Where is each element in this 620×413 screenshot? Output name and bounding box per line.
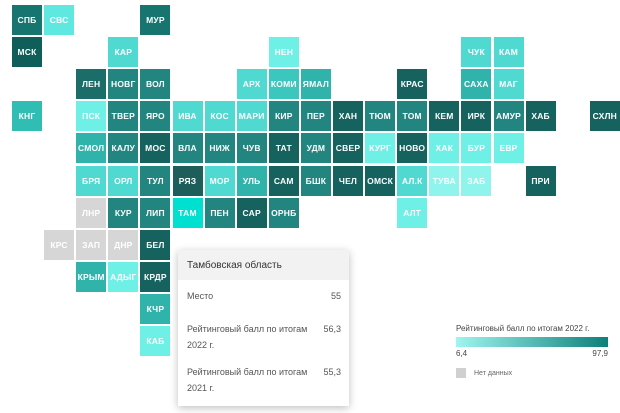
region-tile-32[interactable]: ХАБ: [525, 101, 556, 132]
region-tile-20[interactable]: ЯРО: [140, 101, 171, 132]
region-tile-64[interactable]: ЛИП: [140, 197, 171, 228]
region-tile-0[interactable]: СПБ: [12, 5, 42, 35]
region-tile-60[interactable]: ЗАБ: [461, 165, 492, 196]
region-tile-27[interactable]: ТЮМ: [365, 101, 396, 132]
region-tile-62[interactable]: ЛНР: [76, 197, 107, 228]
region-tile-41[interactable]: УДМ: [300, 133, 331, 164]
legend-no-data: Нет данных: [456, 368, 512, 378]
legend-min-value: 6,4: [456, 349, 468, 358]
region-tile-1[interactable]: СВС: [44, 5, 75, 35]
region-tile-30[interactable]: ИРК: [461, 101, 492, 132]
region-tile-51[interactable]: РЯЗ: [172, 165, 203, 196]
region-tile-31[interactable]: АМУР: [493, 101, 524, 132]
region-tile-56[interactable]: ЧЕЛ: [333, 165, 363, 196]
region-tile-40[interactable]: ТАТ: [268, 133, 299, 164]
legend-max-value: 97,9: [592, 349, 608, 358]
region-tile-23[interactable]: МАРИ: [236, 101, 267, 132]
region-tile-66[interactable]: ПЕН: [204, 197, 235, 228]
region-tile-74[interactable]: КРЫМ: [76, 261, 107, 292]
region-tile-22[interactable]: КОС: [204, 101, 235, 132]
region-tile-11[interactable]: АРХ: [236, 69, 267, 100]
region-tile-43[interactable]: КУРГ: [365, 133, 396, 164]
legend-range: 6,4 97,9: [456, 349, 608, 361]
region-tile-76[interactable]: КРДР: [140, 261, 171, 292]
region-tooltip: Тамбовская область Место 55 Рейтинговый …: [178, 250, 349, 406]
region-tile-68[interactable]: ОРНБ: [268, 197, 299, 228]
region-tile-44[interactable]: НОВО: [397, 133, 428, 164]
region-tile-50[interactable]: ТУЛ: [140, 165, 171, 196]
region-tile-33[interactable]: СХЛН: [589, 101, 620, 132]
region-tile-8[interactable]: ЛЕН: [76, 69, 107, 100]
region-tile-35[interactable]: КАЛУ: [108, 133, 139, 164]
region-tile-61[interactable]: ПРИ: [525, 165, 556, 196]
region-tile-63[interactable]: КУР: [108, 197, 139, 228]
legend-title: Рейтинговый балл по итогам 2022 г.: [456, 324, 590, 333]
region-tile-70[interactable]: КРС: [44, 229, 75, 260]
region-tile-71[interactable]: ЗАП: [76, 229, 107, 260]
region-tile-48[interactable]: БРЯ: [76, 165, 107, 196]
region-tile-18[interactable]: ПСК: [76, 101, 107, 132]
color-legend: Рейтинговый балл по итогам 2022 г. 6,4 9…: [456, 324, 608, 361]
region-tile-34[interactable]: СМОЛ: [76, 133, 107, 164]
region-tile-6[interactable]: ЧУК: [461, 37, 492, 68]
tooltip-score-2022-value: 56,3: [323, 324, 341, 334]
region-tile-26[interactable]: ХАН: [333, 101, 363, 132]
tooltip-title: Тамбовская область: [178, 250, 349, 280]
region-tile-72[interactable]: ДНР: [108, 229, 139, 260]
no-data-label: Нет данных: [474, 369, 513, 377]
region-tile-15[interactable]: САХА: [461, 69, 492, 100]
region-tile-13[interactable]: ЯМАЛ: [300, 69, 331, 100]
region-tile-3[interactable]: МСК: [12, 37, 42, 68]
region-tile-7[interactable]: КАМ: [493, 37, 524, 68]
region-tile-10[interactable]: ВОЛ: [140, 69, 171, 100]
region-tile-73[interactable]: БЕЛ: [140, 229, 171, 260]
legend-gradient-bar: [456, 337, 608, 347]
region-tile-67[interactable]: САР: [236, 197, 267, 228]
region-tile-69[interactable]: АЛТ: [397, 197, 428, 228]
region-tile-53[interactable]: УЛЬ: [236, 165, 267, 196]
region-tile-77[interactable]: КЧР: [140, 293, 171, 324]
region-tile-75[interactable]: АДЫГ: [108, 261, 139, 292]
region-tile-58[interactable]: АЛ.К: [397, 165, 428, 196]
region-tile-38[interactable]: НИЖ: [204, 133, 235, 164]
region-tile-28[interactable]: ТОМ: [397, 101, 428, 132]
region-tile-25[interactable]: ПЕР: [300, 101, 331, 132]
region-tile-59[interactable]: ТУВА: [429, 165, 460, 196]
tooltip-score-2021-label: Рейтинговый балл по итогам 2021 г.: [187, 367, 308, 393]
region-tile-9[interactable]: НОВГ: [108, 69, 139, 100]
region-tile-46[interactable]: БУР: [461, 133, 492, 164]
region-tile-29[interactable]: КЕМ: [429, 101, 460, 132]
tooltip-rank-value: 55: [330, 291, 341, 301]
no-data-swatch: [456, 368, 466, 378]
region-tile-36[interactable]: МОС: [140, 133, 171, 164]
region-tile-2[interactable]: МУР: [140, 5, 171, 35]
region-tile-65[interactable]: ТАМ: [172, 197, 203, 228]
region-tile-17[interactable]: КНГ: [12, 101, 42, 132]
region-tile-55[interactable]: БШК: [300, 165, 331, 196]
region-tile-37[interactable]: ВЛА: [172, 133, 203, 164]
region-tile-52[interactable]: МОР: [204, 165, 235, 196]
region-tile-14[interactable]: КРАС: [397, 69, 428, 100]
region-tile-57[interactable]: ОМСК: [365, 165, 396, 196]
region-tile-5[interactable]: НЕН: [268, 37, 299, 68]
region-tile-4[interactable]: КАР: [108, 37, 139, 68]
region-tile-54[interactable]: САМ: [268, 165, 299, 196]
region-tile-45[interactable]: ХАК: [429, 133, 460, 164]
region-tile-47[interactable]: ЕВР: [493, 133, 524, 164]
tooltip-rank-label: Место: [187, 291, 214, 301]
region-tile-16[interactable]: МАГ: [493, 69, 524, 100]
region-tile-78[interactable]: КАБ: [140, 326, 171, 356]
region-tile-42[interactable]: СВЕР: [333, 133, 363, 164]
region-tile-24[interactable]: КИР: [268, 101, 299, 132]
tooltip-score-2022-label: Рейтинговый балл по итогам 2022 г.: [187, 324, 308, 350]
region-tile-21[interactable]: ИВА: [172, 101, 203, 132]
region-tile-19[interactable]: ТВЕР: [108, 101, 139, 132]
region-tile-49[interactable]: ОРЛ: [108, 165, 139, 196]
region-tile-12[interactable]: КОМИ: [268, 69, 299, 100]
tooltip-score-2021-value: 55,3: [323, 367, 341, 377]
region-tile-39[interactable]: ЧУВ: [236, 133, 267, 164]
